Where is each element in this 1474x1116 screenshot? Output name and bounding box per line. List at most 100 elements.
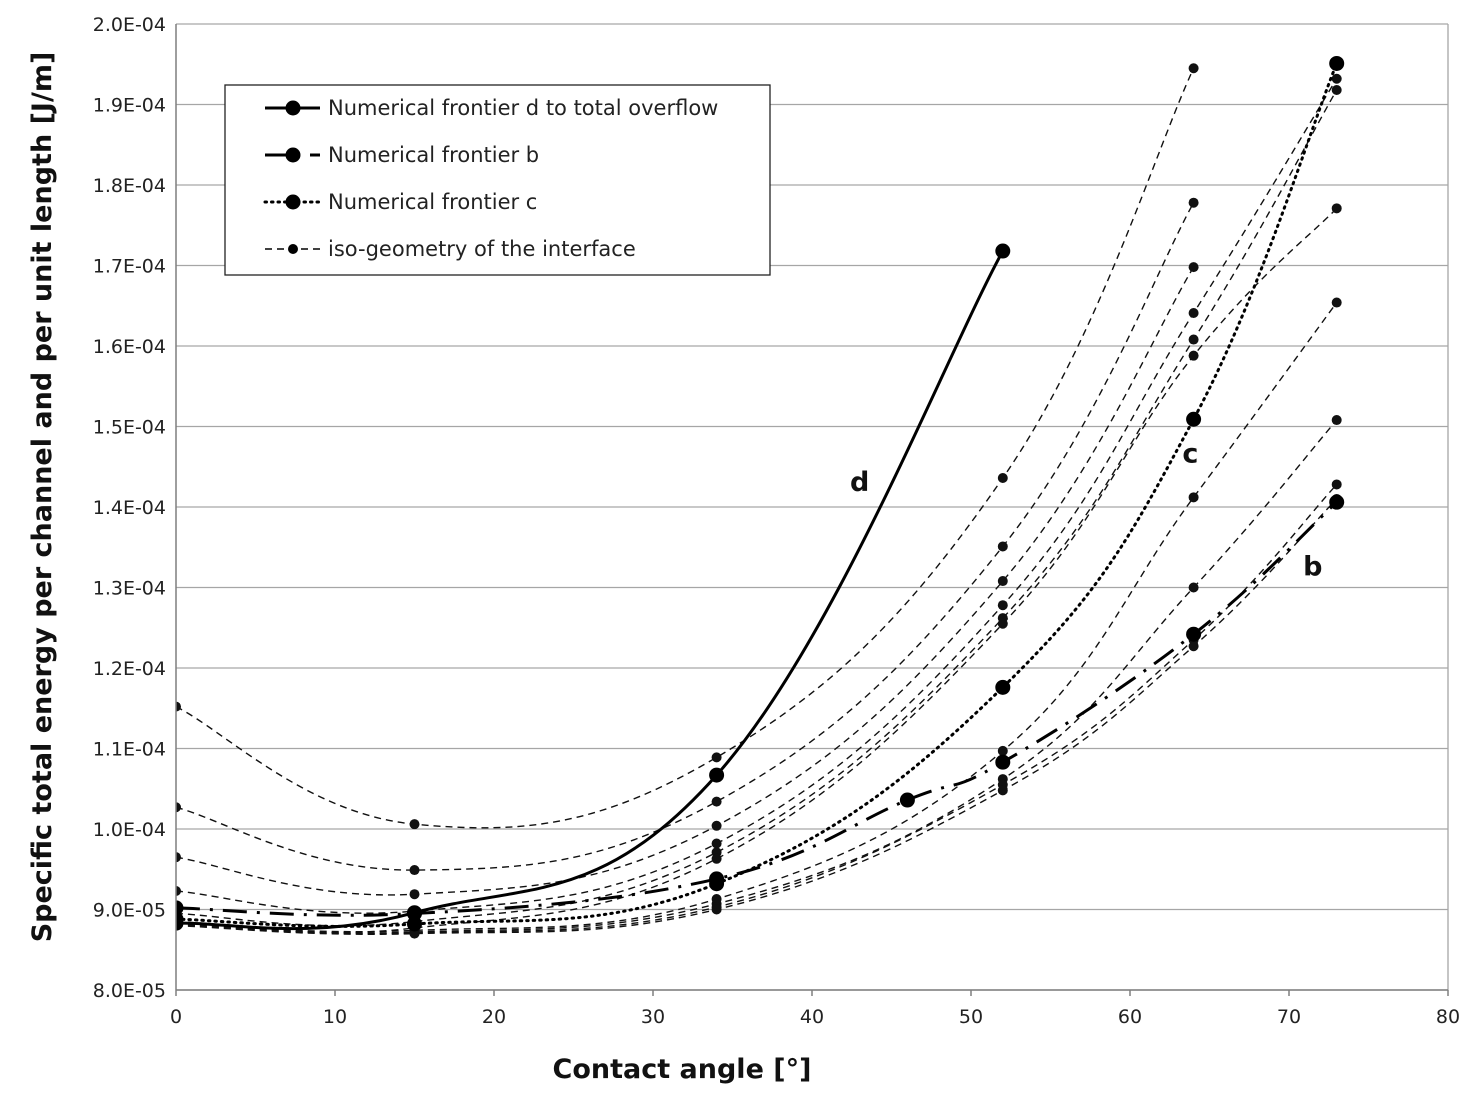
y-tick-label: 1.2E-04 xyxy=(93,658,166,680)
iso-curve-point xyxy=(1188,350,1199,361)
legend-swatch-marker xyxy=(285,194,301,210)
x-tick-label: 60 xyxy=(1118,1006,1142,1028)
y-tick-label: 1.3E-04 xyxy=(93,578,166,600)
legend-label: iso-geometry of the interface xyxy=(328,237,636,261)
frontier-point xyxy=(995,679,1011,695)
iso-curve-point xyxy=(176,701,181,712)
iso-curve-point xyxy=(409,819,420,830)
legend: Numerical frontier d to total overflow Nu… xyxy=(224,84,771,276)
iso-curve-point xyxy=(1188,582,1199,593)
curve-annotation: d xyxy=(850,467,869,498)
y-tick-label: 1.6E-04 xyxy=(93,336,166,358)
iso-curve-line xyxy=(176,302,1338,933)
iso-curve-point xyxy=(997,618,1008,629)
iso-curve-point xyxy=(711,752,722,763)
curve-annotation: b xyxy=(1303,551,1322,582)
iso-curve-point xyxy=(1188,307,1199,318)
grid xyxy=(176,23,1448,991)
x-tick-label: 80 xyxy=(1436,1006,1460,1028)
y-tick-label: 2.0E-04 xyxy=(93,14,166,36)
iso-curve-point xyxy=(176,885,181,896)
iso-curve-point xyxy=(1331,85,1342,96)
y-axis-title: Specific total energy per channel and pe… xyxy=(27,52,58,943)
frontier-point xyxy=(1186,626,1202,642)
frontier-point xyxy=(176,900,184,916)
iso-curve-point xyxy=(711,838,722,849)
x-tick-label: 20 xyxy=(482,1006,506,1028)
iso-curve-point xyxy=(997,600,1008,611)
y-tick-label: 9.0E-05 xyxy=(93,900,166,922)
y-tick-label: 1.4E-04 xyxy=(93,497,166,519)
iso-curve-line xyxy=(176,498,1338,935)
iso-curve-point xyxy=(1188,334,1199,345)
iso-curve-point xyxy=(1188,63,1199,74)
plot-area xyxy=(176,55,1345,939)
frontier-point xyxy=(1329,55,1345,71)
series-group xyxy=(176,55,1345,939)
iso-curve-point xyxy=(997,785,1008,796)
y-tick-label: 1.5E-04 xyxy=(93,417,166,439)
iso-curve-point xyxy=(1331,203,1342,214)
frontier-point xyxy=(995,754,1011,770)
frontier-line xyxy=(176,61,1339,928)
annotations: d c b xyxy=(850,439,1322,583)
iso-curve-point xyxy=(711,796,722,807)
iso-curve-point xyxy=(1188,197,1199,208)
iso-curve-line xyxy=(176,202,1195,871)
legend-box xyxy=(224,84,771,276)
iso-curve-point xyxy=(997,745,1008,756)
iso-curve-point xyxy=(1331,297,1342,308)
x-axis-title: Contact angle [°] xyxy=(553,1054,812,1085)
legend-swatch-marker xyxy=(285,147,301,163)
x-tick-label: 40 xyxy=(800,1006,824,1028)
legend-label: Numerical frontier d to total overflow xyxy=(328,96,718,120)
curve-annotation: c xyxy=(1182,439,1198,470)
x-tick-label: 0 xyxy=(170,1006,182,1028)
iso-curve-point xyxy=(997,541,1008,552)
y-tick-label: 1.8E-04 xyxy=(93,175,166,197)
iso-curve-point xyxy=(997,576,1008,587)
frontier-line xyxy=(176,250,1005,931)
x-tick-label: 10 xyxy=(323,1006,347,1028)
x-tick-label: 30 xyxy=(641,1006,665,1028)
y-tick-label: 1.7E-04 xyxy=(93,256,166,278)
iso-curve-point xyxy=(1188,641,1199,652)
iso-curve-line xyxy=(176,266,1195,896)
iso-curve-point xyxy=(711,853,722,864)
axes: 8.0E-05 9.0E-05 1.0E-04 1.1E-04 1.2E-04 1.3E-… xyxy=(27,14,1460,1085)
iso-curve-point xyxy=(711,904,722,915)
legend-label: Numerical frontier b xyxy=(328,143,539,167)
frontier-point xyxy=(1329,494,1345,510)
y-tick-label: 1.9E-04 xyxy=(93,95,166,117)
frontier-point xyxy=(899,792,915,808)
y-tick-label: 1.0E-04 xyxy=(93,819,166,841)
iso-curve-point xyxy=(1188,492,1199,503)
legend-swatch-marker xyxy=(288,244,298,254)
frontier-point xyxy=(709,876,725,892)
iso-curve-point xyxy=(409,865,420,876)
y-tick-label: 8.0E-05 xyxy=(93,980,166,1002)
iso-curve-point xyxy=(176,852,181,863)
iso-curve-point xyxy=(1331,73,1342,84)
iso-curve-point xyxy=(997,473,1008,484)
legend-label: Numerical frontier c xyxy=(328,190,537,214)
frontier-point xyxy=(407,916,422,932)
frontier-point xyxy=(995,243,1011,259)
iso-curve-point xyxy=(176,802,181,813)
iso-curve-point xyxy=(711,820,722,831)
iso-curve-point xyxy=(409,928,420,939)
legend-swatch-marker xyxy=(285,100,301,116)
iso-curve-point xyxy=(1331,415,1342,426)
x-tick-label: 50 xyxy=(959,1006,983,1028)
y-tick-label: 1.1E-04 xyxy=(93,739,166,761)
frontier-point xyxy=(407,906,422,922)
x-tick-label: 70 xyxy=(1277,1006,1301,1028)
iso-curve-point xyxy=(1331,479,1342,490)
frontier-point xyxy=(709,767,725,783)
frontier-point xyxy=(1186,411,1202,427)
iso-curve-line xyxy=(176,419,1338,934)
iso-curve-point xyxy=(1188,262,1199,273)
frontier-point xyxy=(176,911,184,927)
iso-curve-point xyxy=(409,889,420,900)
